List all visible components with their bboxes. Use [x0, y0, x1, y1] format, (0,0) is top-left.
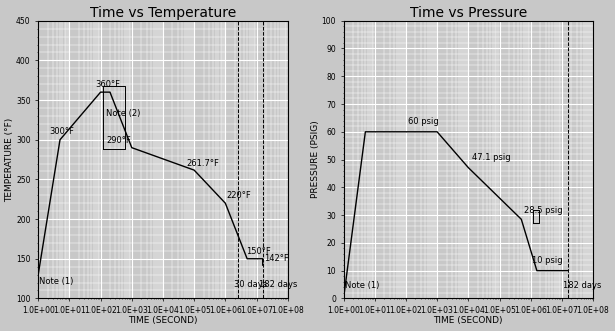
Text: 60 psig: 60 psig: [408, 117, 439, 126]
X-axis label: TIME (SECOND): TIME (SECOND): [434, 316, 503, 325]
Text: 220°F: 220°F: [227, 191, 252, 200]
Text: 182 days: 182 days: [259, 280, 298, 289]
Text: 30 days: 30 days: [234, 280, 267, 289]
Text: 290°F: 290°F: [106, 136, 131, 145]
Y-axis label: PRESSURE (PSIG): PRESSURE (PSIG): [311, 121, 320, 199]
Text: 300°F: 300°F: [49, 127, 74, 136]
Text: Note (2): Note (2): [106, 109, 140, 118]
Text: 360°F: 360°F: [96, 80, 121, 89]
X-axis label: TIME (SECOND): TIME (SECOND): [128, 316, 197, 325]
Text: 182 days: 182 days: [563, 281, 601, 290]
Text: 150°F: 150°F: [247, 247, 271, 256]
Text: 10 psig: 10 psig: [532, 256, 563, 265]
Text: 261.7°F: 261.7°F: [186, 159, 219, 167]
Title: Time vs Pressure: Time vs Pressure: [410, 6, 527, 20]
Text: 28.5 psig: 28.5 psig: [524, 206, 562, 215]
Text: 142°F: 142°F: [264, 254, 289, 263]
Title: Time vs Temperature: Time vs Temperature: [90, 6, 236, 20]
Text: Note (1): Note (1): [345, 281, 379, 290]
Text: 47.1 psig: 47.1 psig: [472, 153, 510, 162]
Y-axis label: TEMPERATURE (°F): TEMPERATURE (°F): [6, 118, 15, 202]
Text: Note (1): Note (1): [39, 277, 74, 286]
